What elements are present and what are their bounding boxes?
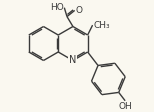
- Text: O: O: [75, 6, 82, 15]
- Text: HO: HO: [50, 3, 64, 12]
- Text: CH₃: CH₃: [93, 21, 110, 30]
- Text: OH: OH: [118, 102, 132, 111]
- Text: N: N: [69, 56, 77, 66]
